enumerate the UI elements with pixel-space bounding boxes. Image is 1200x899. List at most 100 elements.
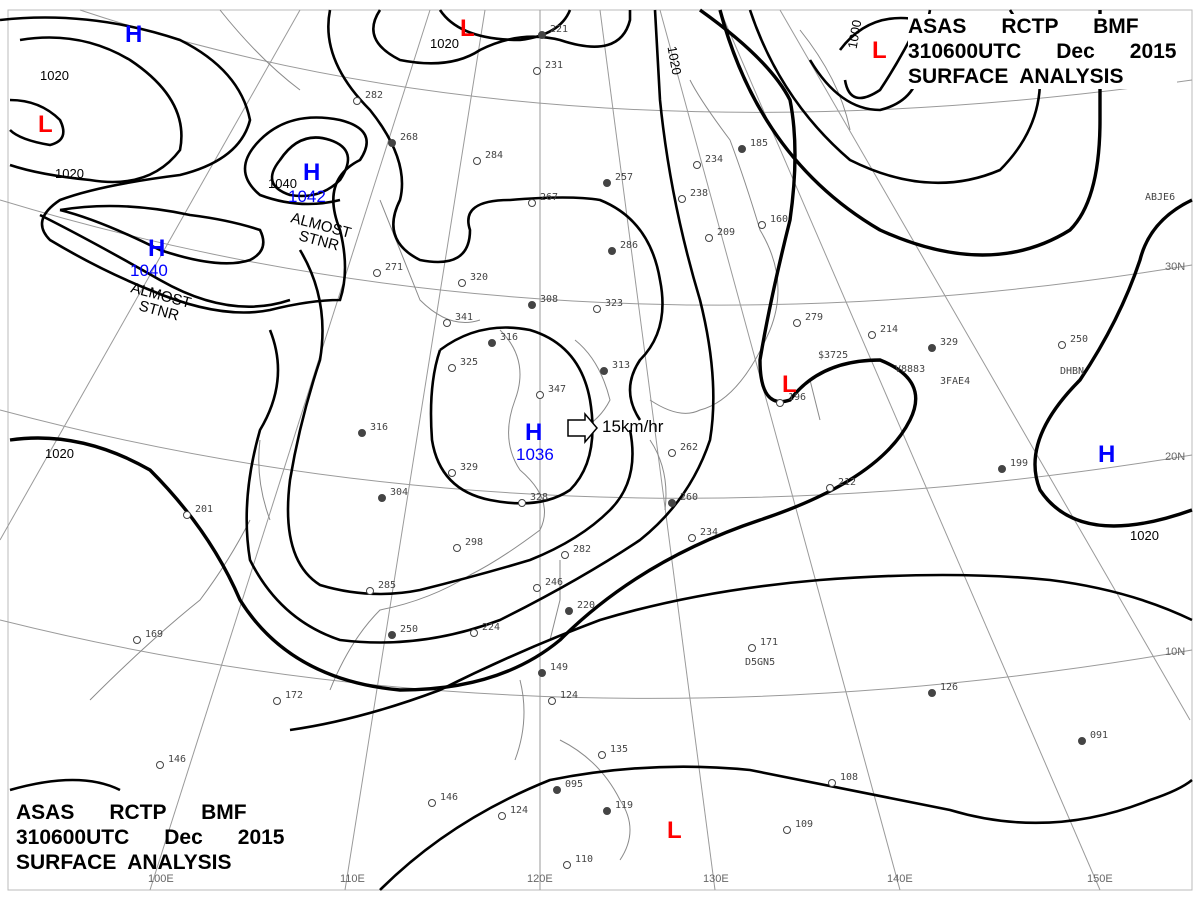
lon-label: 140E: [887, 873, 913, 885]
high-value: 1042: [288, 187, 326, 206]
station-pressure: 304: [390, 487, 408, 498]
station-pressure: 149: [550, 662, 568, 673]
station-pressure: 146: [168, 754, 186, 765]
station-marker: [561, 551, 569, 559]
station-pressure: 246: [545, 577, 563, 588]
station-pressure: 095: [565, 779, 583, 790]
low-center: L: [667, 817, 682, 844]
ship-id: 3FAE4: [940, 376, 970, 387]
isobar-label: 1020: [40, 68, 69, 83]
station-marker: [776, 399, 784, 407]
station-pressure: 221: [550, 24, 568, 35]
station-marker: [608, 247, 616, 255]
station-marker: [603, 807, 611, 815]
station-marker: [603, 179, 611, 187]
station-marker: [448, 469, 456, 477]
station-marker: [533, 67, 541, 75]
station-marker: [538, 31, 546, 39]
station-marker: [1078, 737, 1086, 745]
station-marker: [183, 511, 191, 519]
title-line: 310600UTC Dec 2015: [908, 40, 1177, 63]
longitude-gridlines: [0, 9, 1191, 891]
station-marker: [528, 199, 536, 207]
station-pressure: 329: [460, 462, 478, 473]
station-pressure: 316: [500, 332, 518, 343]
station-pressure: 328: [530, 492, 548, 503]
isobar-label: 1040: [268, 176, 297, 191]
isobar-labels: 1020 1020 1020 1020 1020 1000 1020 1040: [40, 19, 1159, 543]
station-pressure: 185: [750, 138, 768, 149]
station-marker: [378, 494, 386, 502]
isobar-label: 1020: [665, 45, 685, 76]
station-pressure: 298: [465, 537, 483, 548]
station-marker: [536, 391, 544, 399]
station-pressure: 257: [615, 172, 633, 183]
station-pressure: 250: [1070, 334, 1088, 345]
station-marker: [538, 669, 546, 677]
station-marker: [998, 465, 1006, 473]
station-pressure: 135: [610, 744, 628, 755]
station-marker: [593, 305, 601, 313]
station-marker: [443, 319, 451, 327]
lon-label: 110E: [340, 873, 365, 885]
station-pressure: 308: [540, 294, 558, 305]
station-pressure: 091: [1090, 730, 1108, 741]
station-pressure: 282: [573, 544, 591, 555]
station-pressure: 212: [838, 477, 856, 488]
high-value: 1040: [130, 261, 168, 280]
station-marker: [548, 697, 556, 705]
isobars: [0, 8, 1193, 891]
station-pressure: 220: [577, 600, 595, 611]
station-marker: [828, 779, 836, 787]
station-pressure: 108: [840, 772, 858, 783]
ship-id: ABJE6: [1145, 192, 1175, 203]
station-marker: [928, 689, 936, 697]
station-marker: [826, 484, 834, 492]
lon-label: 100E: [148, 873, 174, 885]
station-pressure: 126: [940, 682, 958, 693]
station-pressure: 124: [560, 690, 578, 701]
station-marker: [358, 429, 366, 437]
isobar-label: 1020: [45, 446, 74, 461]
station-pressure: 231: [545, 60, 563, 71]
station-pressure: 199: [1010, 458, 1028, 469]
station-marker: [498, 812, 506, 820]
station-pressure: 214: [880, 324, 898, 335]
low-center: L: [460, 15, 475, 42]
lat-label: 20N: [1165, 451, 1185, 463]
grid-labels: 30N 20N 10N 100E 110E 120E 130E 140E 150…: [148, 261, 1185, 885]
station-marker: [156, 761, 164, 769]
station-marker: [388, 139, 396, 147]
low-center: L: [38, 111, 53, 138]
station-pressure: 209: [717, 227, 735, 238]
station-pressure: 282: [365, 90, 383, 101]
station-pressure: 271: [385, 262, 403, 273]
station-marker: [793, 319, 801, 327]
station-pressure: 268: [400, 132, 418, 143]
station-marker: [688, 534, 696, 542]
station-pressure: 238: [690, 188, 708, 199]
station-pressure: 110: [575, 854, 593, 865]
station-pressure: 320: [470, 272, 488, 283]
station-pressure: 262: [680, 442, 698, 453]
station-marker: [678, 195, 686, 203]
title-top-right: ASAS RCTP BMF 310600UTC Dec 2015 SURFACE A…: [908, 14, 1177, 89]
station-marker: [533, 584, 541, 592]
station-marker: [928, 344, 936, 352]
station-pressure: 250: [400, 624, 418, 635]
station-pressure: 329: [940, 337, 958, 348]
ship-id: DHBN: [1060, 366, 1084, 377]
title-line: SURFACE ANALYSIS: [908, 65, 1124, 88]
station-pressure: 260: [680, 492, 698, 503]
station-marker: [133, 636, 141, 644]
station-pressure: 124: [510, 805, 528, 816]
station-pressure: 234: [705, 154, 723, 165]
station-marker: [738, 145, 746, 153]
latitude-gridlines: [0, 9, 1193, 699]
title-line: 310600UTC Dec 2015: [16, 826, 285, 849]
station-marker: [518, 499, 526, 507]
station-marker: [453, 544, 461, 552]
station-marker: [565, 607, 573, 615]
low-center: L: [872, 37, 887, 64]
station-marker: [868, 331, 876, 339]
